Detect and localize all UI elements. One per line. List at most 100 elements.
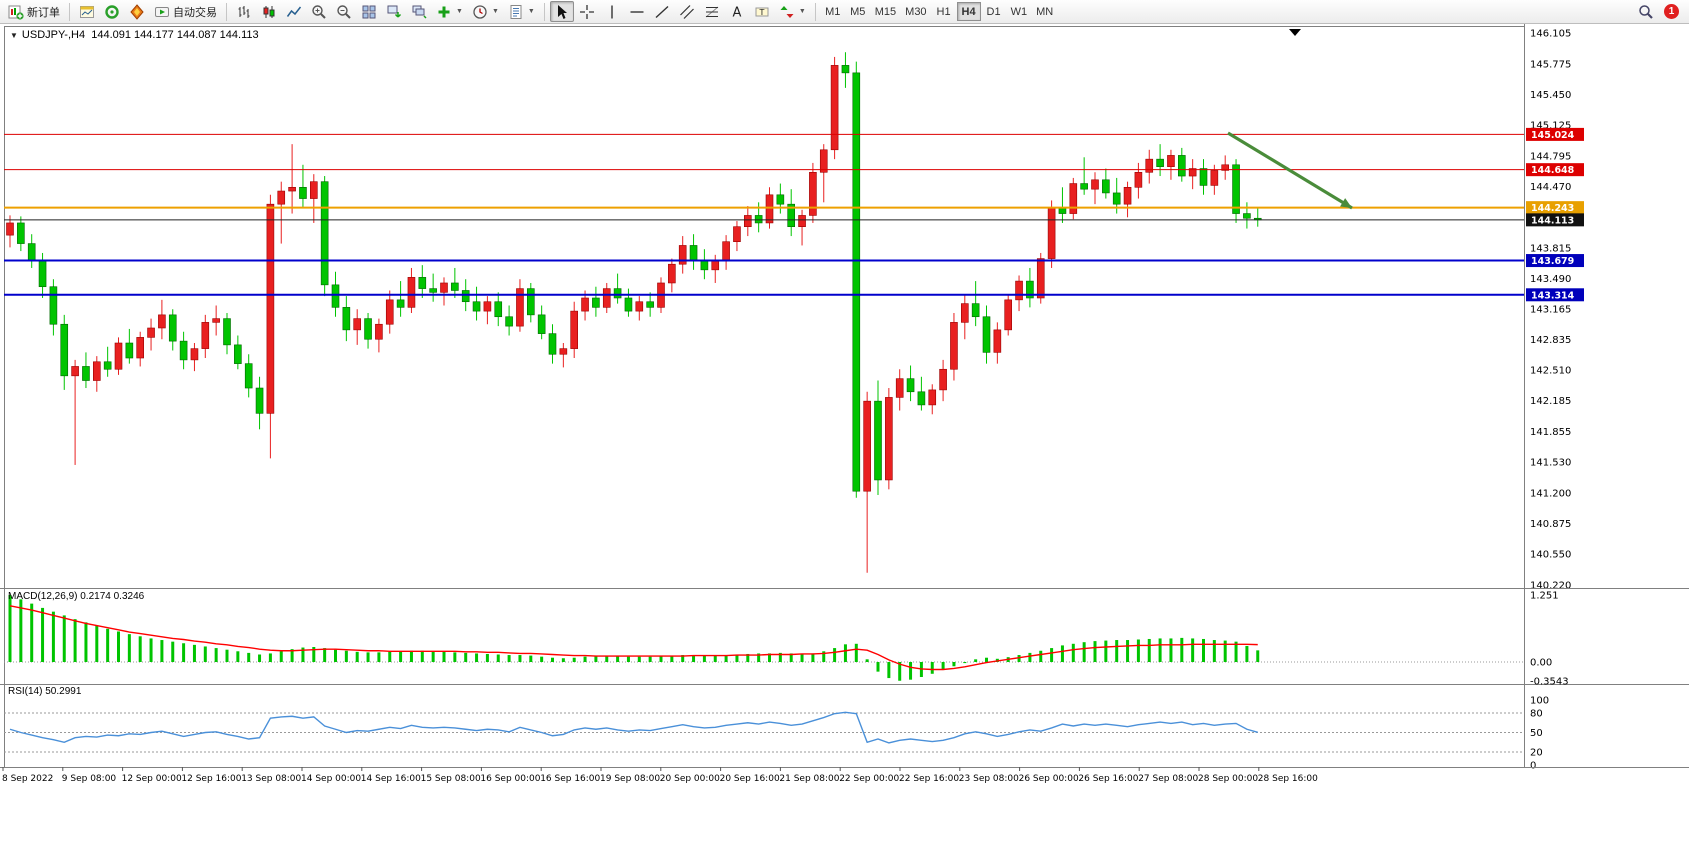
svg-text:16 Sep 00:00: 16 Sep 00:00 [480,774,540,784]
chart-window: 146.105 145.775 145.450 145.125 144.795 144.4… [0,24,1689,853]
chart-title: ▼ USDJPY-,H4 144.091 144.177 144.087 144.… [10,29,259,41]
toolbar-separator [69,2,70,21]
tile-windows-button[interactable] [357,1,381,22]
auto-trading-button[interactable]: 自动交易 [150,1,221,22]
line-chart-icon [286,6,302,17]
svg-text:1.251: 1.251 [1530,590,1559,601]
notification-badge[interactable]: 1 [1664,4,1679,19]
chart-canvas[interactable]: 146.105 145.775 145.450 145.125 144.795 144.4… [0,24,1689,853]
price-tag-145.024 [1526,127,1584,141]
chevron-down-icon: ▼ [798,8,806,15]
channel-tool-button[interactable] [675,1,699,22]
candlestick-chart-button[interactable] [257,1,281,22]
market-watch-button[interactable] [100,1,124,22]
toolbar-separator [543,2,545,21]
navigator-icon [130,3,144,20]
timeframe-h1-button[interactable]: H1 [932,2,956,21]
arrange-windows-button[interactable] [382,1,406,22]
svg-text:141.855: 141.855 [1530,427,1571,438]
zoom-out-button[interactable] [332,1,356,22]
trend-arrow[interactable] [1227,131,1353,210]
timeframe-w1-button[interactable]: W1 [1007,2,1032,21]
chart-window-button[interactable] [75,1,99,22]
crosshair-tool-button[interactable] [575,1,599,22]
zoom-out-icon [337,4,351,19]
macd-histogram [8,595,1260,681]
arrows-tool-button[interactable]: ▼ [775,1,810,22]
bar-chart-button[interactable] [232,1,256,22]
label-tool-button[interactable]: T [750,1,774,22]
vertical-line-tool-button[interactable] [600,1,624,22]
price-tag-144.243 [1526,201,1584,215]
svg-text:145.024: 145.024 [1531,130,1575,141]
svg-text:144.470: 144.470 [1530,182,1571,193]
zoom-in-button[interactable] [307,1,331,22]
template-icon [510,4,522,19]
svg-text:146.105: 146.105 [1530,29,1571,40]
svg-text:23 Sep 08:00: 23 Sep 08:00 [959,774,1019,784]
svg-text:12 Sep 00:00: 12 Sep 00:00 [122,774,182,784]
svg-text:140.220: 140.220 [1530,581,1571,592]
cursor-tool-button[interactable] [549,1,574,22]
chart-ohlc: 144.091 144.177 144.087 144.113 [91,29,259,41]
svg-text:143.679: 143.679 [1531,256,1574,267]
toolbar-separator [226,2,227,21]
templates-button[interactable]: ▼ [504,1,539,22]
horizontal-line-icon [630,10,644,13]
svg-text:141.200: 141.200 [1530,489,1571,500]
periods-button[interactable]: ▼ [468,1,503,22]
svg-text:141.530: 141.530 [1530,458,1571,469]
cascade-windows-icon [412,5,427,19]
plot-frame [4,26,1525,768]
text-tool-button[interactable]: A [725,1,749,22]
horizontal-lines [4,133,1524,296]
timeframe-m30-button[interactable]: M30 [901,2,930,21]
arrange-windows-icon [387,5,402,18]
zoom-in-icon [312,4,326,19]
svg-text:28 Sep 16:00: 28 Sep 16:00 [1258,774,1318,784]
svg-text:T: T [758,7,764,16]
tile-windows-icon [362,5,376,18]
svg-text:140.550: 140.550 [1530,550,1571,561]
timeframe-m1-button[interactable]: M1 [821,2,845,21]
new-order-icon [8,5,24,20]
navigator-button[interactable] [125,1,149,22]
svg-text:144.795: 144.795 [1530,151,1571,162]
svg-text:12 Sep 16:00: 12 Sep 16:00 [181,774,241,784]
rsi-line [9,711,1258,744]
fibonacci-tool-button[interactable] [700,1,724,22]
market-watch-icon [105,4,119,19]
search-icon [1639,4,1653,19]
timeframe-m15-button[interactable]: M15 [871,2,900,21]
trendline-icon [655,5,669,18]
candlestick-chart-icon [263,5,275,18]
svg-text:14 Sep 00:00: 14 Sep 00:00 [301,774,361,784]
line-chart-button[interactable] [282,1,306,22]
arrows-icon [780,5,794,18]
new-order-button[interactable]: 新订单 [4,1,64,22]
timeframe-d1-button[interactable]: D1 [982,2,1006,21]
timeframe-mn-button[interactable]: MN [1032,2,1057,21]
svg-text:26 Sep 00:00: 26 Sep 00:00 [1019,774,1079,784]
auto-trading-icon [155,6,169,17]
svg-text:22 Sep 16:00: 22 Sep 16:00 [899,774,959,784]
trend-arrow-head [1340,198,1352,208]
horizontal-line-tool-button[interactable] [625,1,649,22]
trendline-tool-button[interactable] [650,1,674,22]
clock-icon [473,4,487,19]
timeframe-h4-button[interactable]: H4 [956,2,981,21]
svg-text:21 Sep 08:00: 21 Sep 08:00 [779,774,839,784]
cascade-windows-button[interactable] [407,1,431,22]
macd-label: MACD(12,26,9) 0.2174 0.3246 [8,591,145,602]
svg-text:20 Sep 16:00: 20 Sep 16:00 [720,774,780,784]
macd-signal-line [9,605,1258,671]
svg-text:8 Sep 2022: 8 Sep 2022 [2,774,53,784]
price-tag-143.314 [1526,288,1584,302]
text-icon: A [732,5,741,20]
svg-text:26 Sep 16:00: 26 Sep 16:00 [1078,774,1138,784]
chart-dropdown-icon[interactable]: ▼ [10,31,18,40]
timeframe-m5-button[interactable]: M5 [846,2,870,21]
search-button[interactable] [1634,1,1658,22]
svg-text:20 Sep 00:00: 20 Sep 00:00 [660,774,720,784]
indicators-button[interactable]: ▼ [432,1,467,22]
